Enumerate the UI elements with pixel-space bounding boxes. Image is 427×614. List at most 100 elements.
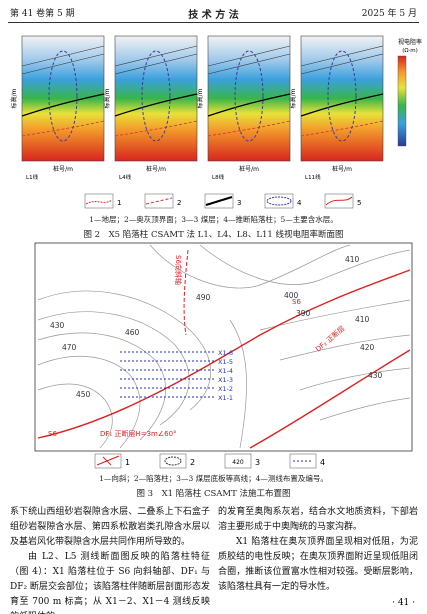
contours: [37, 244, 411, 449]
map-annotation: S6: [48, 430, 57, 438]
figure-2: 标高/m 桩号/m L1线 标高/m 桩号/m L4线 标高/m 桩号/m L8线 标高/m 桩号/…: [10, 35, 422, 209]
survey-line-label: X1-6: [218, 349, 233, 357]
body-right: 的发育至奥陶系灰岩，结合水文地质资料，下部岩溶主要形成于中奥陶统的马家沟群。 X…: [218, 505, 418, 595]
legend-box: [224, 453, 252, 469]
x-axis-label: 桩号/m: [332, 165, 352, 173]
page-number: · 41 ·: [392, 598, 415, 608]
figure-3-legend-note: 1—向斜；2—陷落柱；3—3 煤层底板等高线；4—测线布置及编号。: [99, 474, 328, 483]
paragraph: 由 L2、L5 测线断面图反映的陷落柱特征（图 4）：X1 陷落柱位于 S6 向…: [10, 552, 210, 614]
y-axis-label: 标高/m: [10, 88, 18, 108]
stratum-line: [21, 45, 105, 67]
x-axis-label: 桩号/m: [53, 165, 73, 173]
stratum-line: [114, 53, 198, 75]
contour-label: 430: [50, 321, 65, 330]
y-axis-label: 标高/m: [289, 88, 297, 108]
coal-seam: [207, 93, 291, 117]
survey-line-label: X1-3: [218, 376, 233, 384]
legend-sample: 420: [232, 459, 244, 466]
resistivity-section: [207, 35, 291, 162]
x-axis-label: 桩号/m: [239, 165, 259, 173]
fault-line: [249, 349, 411, 449]
survey-line-label: X1-4: [218, 367, 233, 375]
colorbar-title: 视电阻率: [398, 38, 422, 46]
legend-item: 420 3: [224, 453, 260, 469]
limestone-top: [21, 120, 105, 137]
limestone-top: [114, 120, 198, 137]
header-rule: [8, 22, 419, 23]
legend-item: 4: [264, 193, 302, 209]
contour-label: 450: [76, 390, 91, 399]
colorbar: [397, 55, 407, 147]
contour-label: 400: [284, 291, 299, 300]
figure-3-caption: 图 3 X1 陷落柱 CSAMT 法施工布置图: [136, 489, 291, 499]
legend-number: 3: [255, 458, 260, 467]
coal-seam: [114, 93, 198, 117]
figure-2-caption: 图 2 X5 陷落柱 CSAMT 法 L1、L4、L8、L11 线视电阻率断面图: [83, 230, 344, 240]
header-volume: 第 41 卷第 5 期: [10, 9, 75, 19]
legend-item: 3: [204, 193, 241, 209]
stratum-line: [207, 45, 291, 67]
limestone-top: [300, 120, 384, 137]
legend-number: 4: [320, 458, 325, 467]
coal-seam: [21, 93, 105, 117]
syncline-axis: [183, 249, 189, 336]
header-section: 技 术 方 法: [188, 10, 239, 21]
contour-label: 470: [62, 343, 77, 352]
legend-number: 2: [177, 199, 181, 207]
legend-box: [144, 193, 174, 209]
legend-number: 3: [237, 199, 241, 207]
legend-number: 5: [357, 199, 361, 207]
survey-line-label: X1-1: [218, 394, 233, 402]
y-axis-label: 标高/m: [103, 88, 111, 108]
contour-label: 420: [360, 343, 375, 352]
contour-label: 490: [196, 293, 211, 302]
contour-label: 410: [345, 255, 360, 264]
legend-number: 4: [297, 199, 302, 207]
figure-2-legend-note: 1—地层；2—奥灰顶界面；3—3 煤层；4—推断陷落柱；5—主要含水层。: [89, 215, 338, 224]
collapse-column: [234, 50, 264, 142]
legend-item: 4: [289, 453, 325, 469]
line-label: L4线: [119, 173, 132, 181]
legend-item: 2: [159, 453, 195, 469]
line-label: L1线: [26, 173, 39, 181]
y-axis-label: 标高/m: [196, 88, 204, 108]
survey-line-label: X1-2: [218, 385, 233, 393]
legend-item: 5: [324, 193, 361, 209]
survey-line-label: X1-5: [218, 358, 233, 366]
paragraph: X1 陷落柱在奥灰顶界面呈现相对低阻，为泥质胶结的电性反映；在奥灰顶界面附近呈现…: [218, 537, 418, 592]
legend-box: [84, 193, 114, 209]
stratum-line: [21, 53, 105, 75]
legend-number: 1: [125, 458, 130, 467]
stratum-line: [300, 53, 384, 75]
collapse-column: [327, 50, 357, 142]
contour-label: 390: [296, 309, 311, 318]
header-date: 2025 年 5 月: [361, 9, 417, 19]
x-axis-label: 桩号/m: [146, 165, 166, 173]
contour-label: 410: [355, 315, 370, 324]
contour-label: 460: [125, 328, 140, 337]
map-annotation: DF₁ 正断层H=3m∠60°: [100, 429, 177, 438]
legend-item: 1: [94, 453, 130, 469]
map-annotation: S6向斜轴: [174, 255, 183, 285]
legend-number: 1: [117, 199, 121, 207]
limestone-top: [207, 120, 291, 137]
resistivity-section: [300, 35, 384, 162]
colorbar-unit: (Ω·m): [402, 48, 418, 54]
resistivity-section: [21, 35, 105, 162]
resistivity-section: [114, 35, 198, 162]
legend-item: 1: [84, 193, 121, 209]
legend-item: 2: [144, 193, 181, 209]
fault-line: [37, 269, 411, 439]
legend-number: 2: [190, 458, 195, 467]
paragraph: 的发育至奥陶系灰岩，结合水文地质资料，下部岩溶主要形成于中奥陶统的马家沟群。: [218, 507, 418, 532]
stratum-line: [300, 45, 384, 67]
legend-box: [159, 453, 187, 469]
legend-box: [264, 193, 294, 209]
figure-3: 410400490390430460470450410420430X1-6X1-…: [34, 242, 413, 469]
collapse-column: [48, 50, 78, 142]
coal-seam: [300, 93, 384, 117]
body-left: 系下统山西组砂岩裂隙含水层、二叠系上下石盒子组砂岩裂隙含水层、第四系松散岩类孔隙…: [10, 505, 210, 614]
stratum-line: [114, 45, 198, 67]
line-label: L11线: [305, 173, 321, 181]
